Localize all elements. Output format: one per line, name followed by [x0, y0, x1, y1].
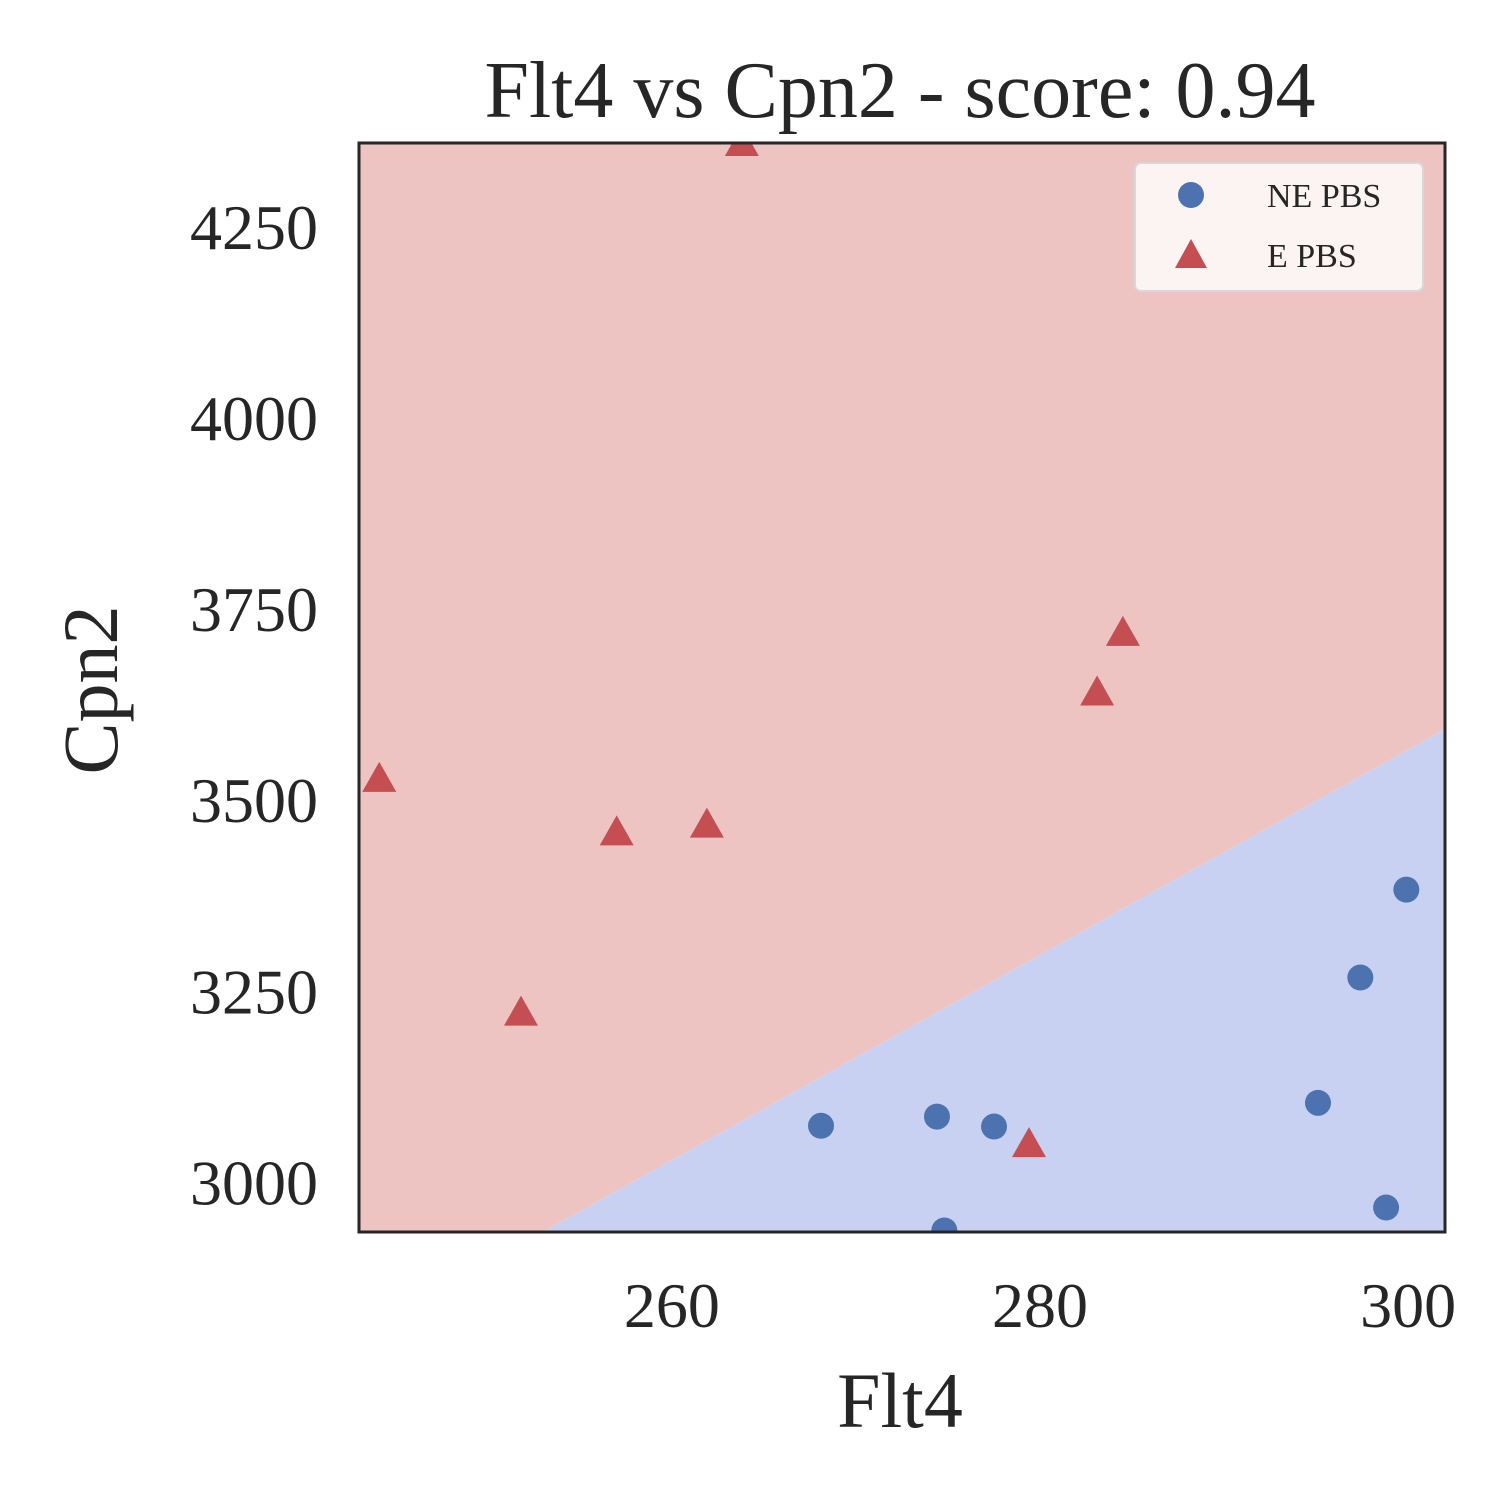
x-tick-label: 300	[1360, 1270, 1456, 1341]
y-tick-label: 4250	[190, 192, 318, 263]
data-point-ne-pbs	[1304, 1089, 1331, 1116]
legend-box	[1134, 162, 1424, 292]
data-point-e-pbs	[362, 761, 397, 792]
legend-marker-e-pbs	[1175, 239, 1207, 268]
data-point-e-pbs	[689, 807, 724, 838]
data-point-e-pbs	[724, 143, 759, 156]
data-point-ne-pbs	[1393, 876, 1420, 903]
data-point-ne-pbs	[808, 1112, 835, 1139]
legend-marker-ne-pbs	[1178, 182, 1204, 208]
data-point-e-pbs	[599, 815, 634, 846]
data-point-e-pbs	[1012, 1127, 1047, 1158]
y-tick-label: 3750	[190, 574, 318, 645]
data-point-ne-pbs	[1373, 1194, 1400, 1221]
x-axis-ticks: 260 280 300	[624, 1270, 1456, 1341]
data-point-ne-pbs	[931, 1217, 958, 1232]
data-point-ne-pbs	[981, 1113, 1008, 1140]
data-points	[362, 143, 1420, 1232]
x-axis-label: Flt4	[837, 1357, 963, 1444]
region-ne-pbs	[543, 729, 1445, 1232]
y-axis-label: Cpn2	[47, 605, 134, 774]
y-tick-label: 4000	[190, 383, 318, 454]
data-point-e-pbs	[1105, 615, 1140, 646]
chart-title: Flt4 vs Cpn2 - score: 0.94	[484, 47, 1315, 135]
data-point-e-pbs	[503, 995, 538, 1026]
legend-label-e-pbs: E PBS	[1267, 238, 1357, 275]
data-point-e-pbs	[1080, 675, 1115, 706]
plot-frame	[357, 141, 1447, 1234]
y-tick-label: 3000	[190, 1147, 318, 1218]
region-e-pbs	[359, 143, 1445, 1232]
data-point-ne-pbs	[1347, 964, 1374, 991]
plot-area	[359, 143, 1445, 1232]
data-point-ne-pbs	[923, 1103, 950, 1130]
y-axis-ticks: 3000 3250 3500 3750 4000 4250	[190, 192, 318, 1218]
legend: NE PBS E PBS	[1134, 162, 1424, 292]
x-tick-label: 280	[992, 1270, 1088, 1341]
y-tick-label: 3250	[190, 956, 318, 1027]
x-tick-label: 260	[624, 1270, 720, 1341]
y-tick-label: 3500	[190, 765, 318, 836]
legend-label-ne-pbs: NE PBS	[1267, 178, 1381, 215]
